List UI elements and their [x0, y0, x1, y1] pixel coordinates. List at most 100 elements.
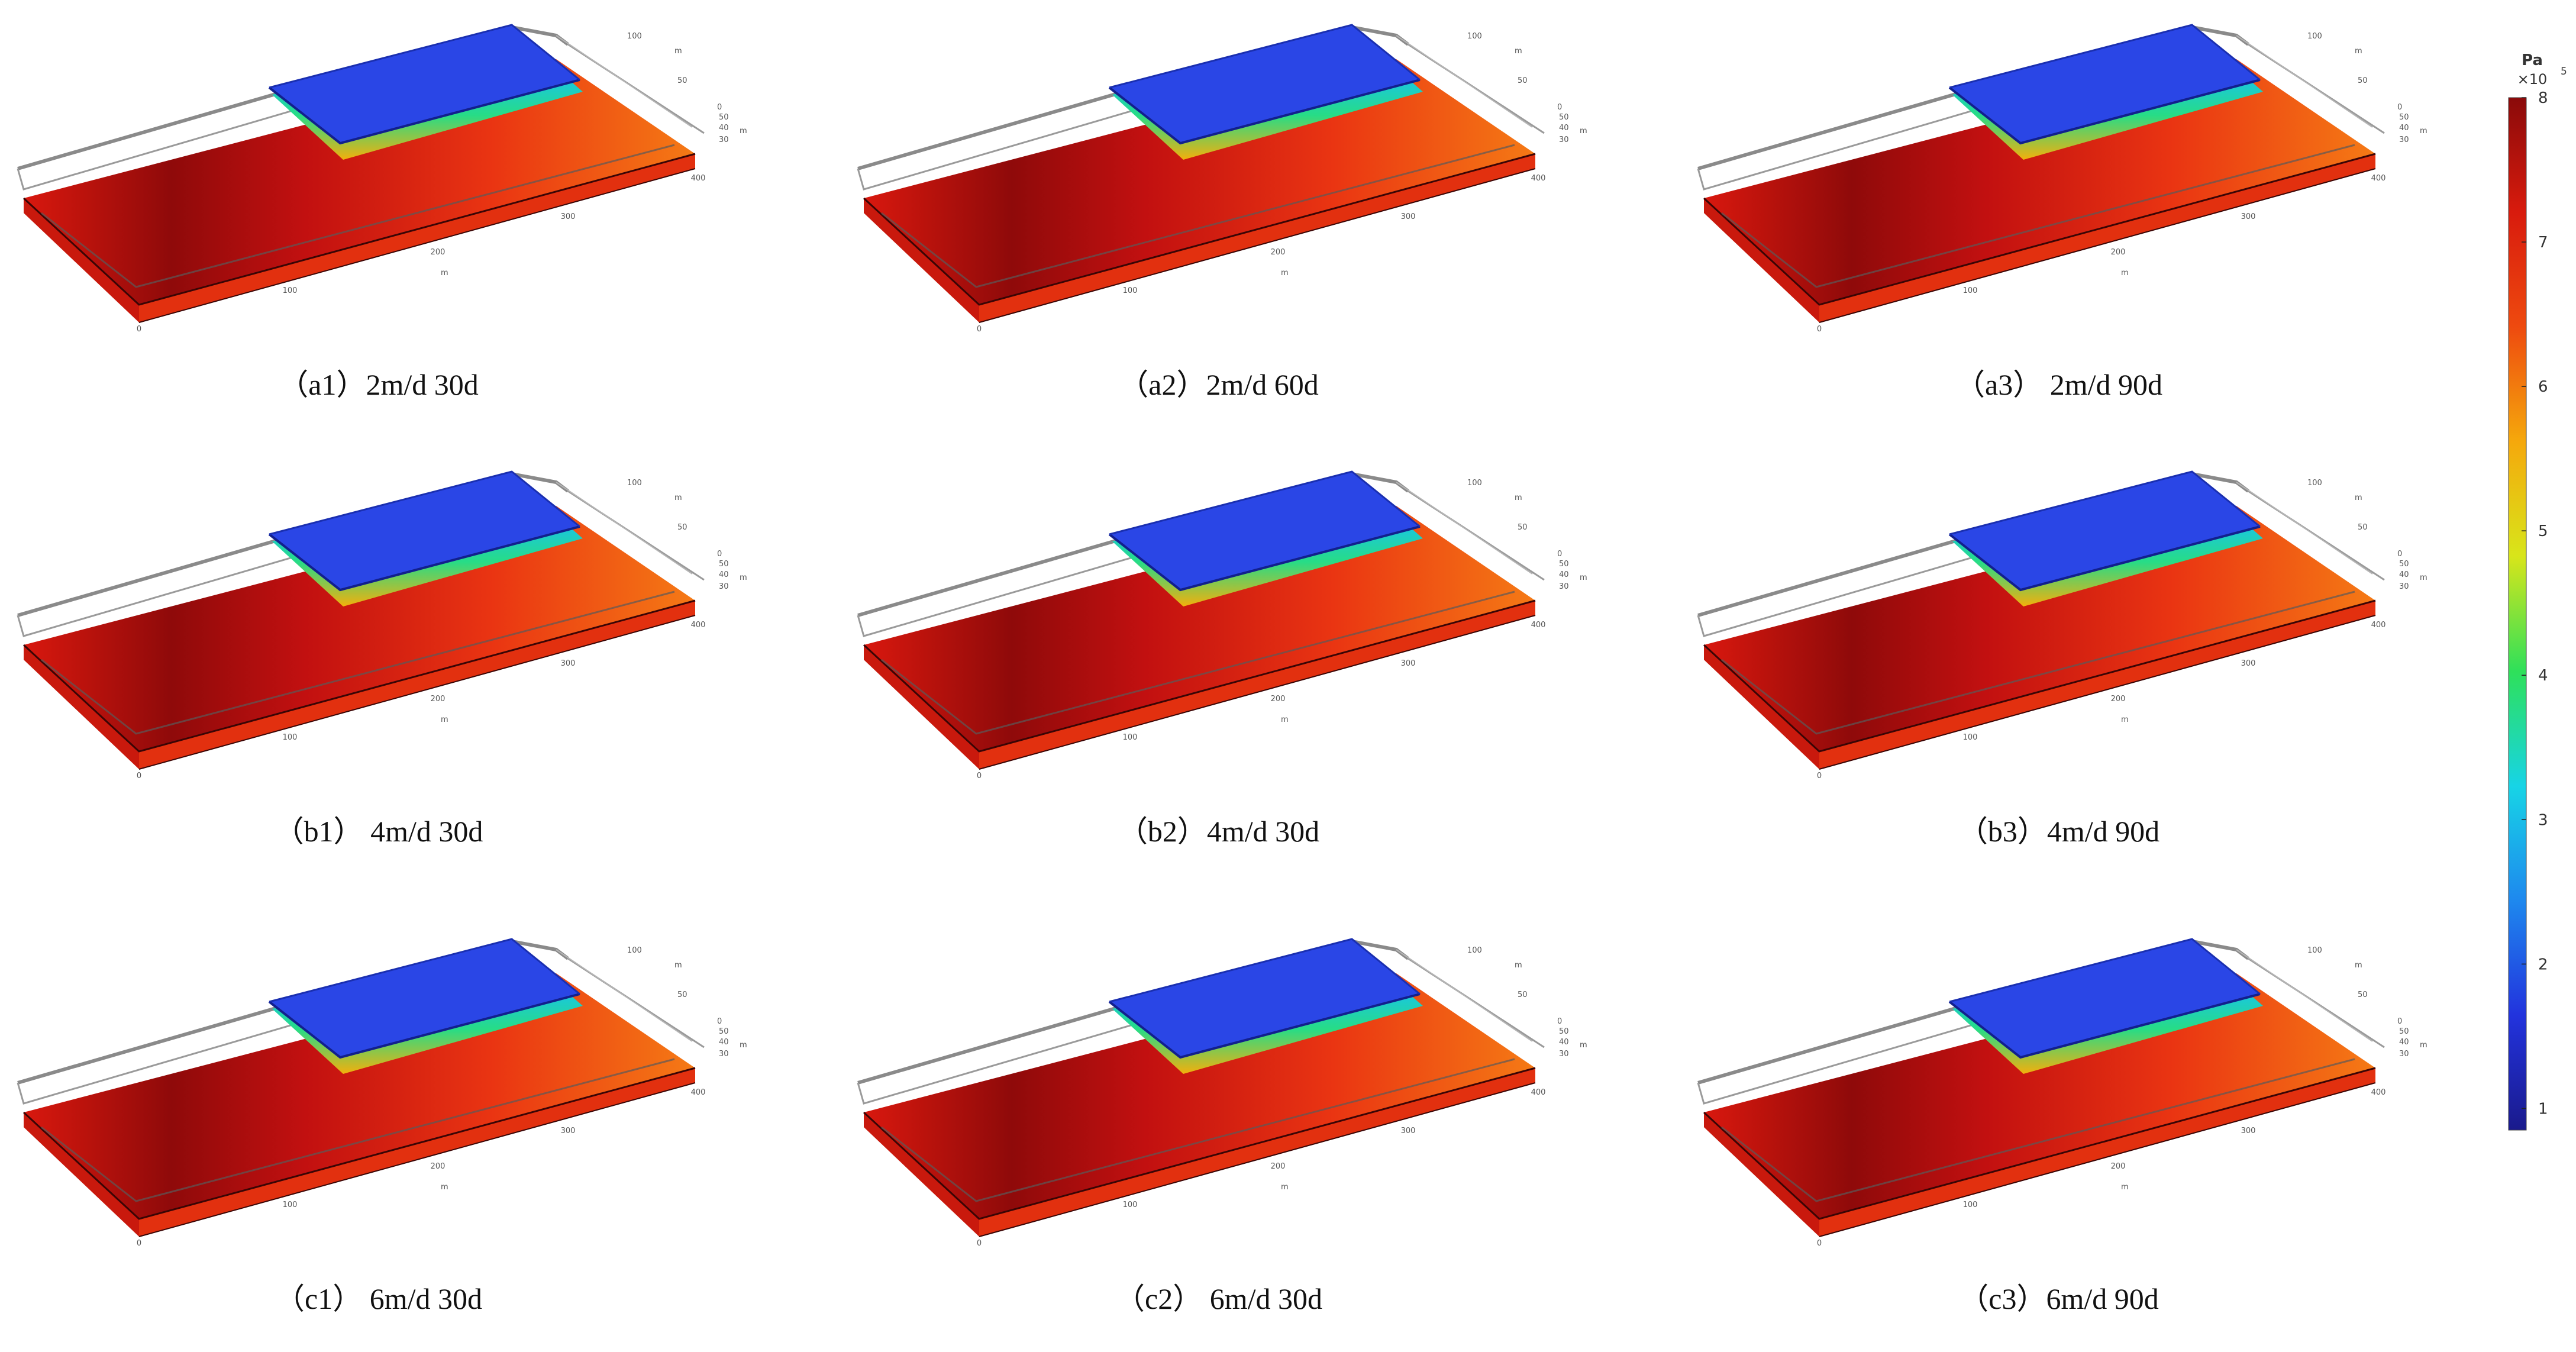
x-tick-label: 200 — [431, 695, 446, 704]
colorbar-tick-label: 3 — [2538, 811, 2548, 829]
x-unit-label: m — [2121, 715, 2129, 724]
z-tick-label: 30 — [719, 582, 729, 591]
domain-slab-side — [1704, 645, 1819, 769]
x-tick-label: 400 — [691, 621, 706, 630]
x-tick-label: 400 — [1531, 174, 1546, 183]
x-unit-label: m — [441, 1183, 448, 1192]
panel-caption: （c2） 6m/d 30d — [1115, 1282, 1322, 1315]
domain-slab-top — [864, 59, 1535, 305]
x-tick-label: 200 — [1271, 695, 1286, 704]
y-unit-label: m — [2355, 493, 2362, 502]
panel-caption: （b1） 4m/d 30d — [274, 815, 483, 848]
x-tick-label: 200 — [2111, 248, 2126, 257]
x-tick-label: 100 — [1963, 733, 1978, 742]
z-tick-label: 40 — [2399, 124, 2409, 133]
panel-caption: （b2）4m/d 30d — [1118, 815, 1320, 848]
x-tick-label: 100 — [283, 1201, 298, 1209]
z-tick-label: 30 — [719, 135, 729, 144]
y-tick-label: 100 — [627, 479, 642, 488]
x-tick-label: 200 — [1271, 248, 1286, 257]
colorbar-unit: Pa — [2522, 51, 2543, 69]
domain-slab-top — [24, 973, 695, 1219]
y-unit-label: m — [674, 961, 682, 970]
x-tick-label: 400 — [1531, 1088, 1546, 1097]
excavation-pit-top — [1949, 472, 2260, 590]
z-tick-label: 40 — [1559, 124, 1569, 133]
x-tick-label: 300 — [2241, 659, 2256, 668]
x-unit-label: m — [1281, 1183, 1289, 1192]
x-tick-label: 200 — [2111, 695, 2126, 704]
z-tick-label: 0 — [717, 103, 722, 112]
x-unit-label: m — [441, 715, 448, 724]
z-unit-label: m — [1580, 127, 1587, 135]
excavation-pit-top — [1949, 939, 2260, 1057]
domain-slab-side — [864, 645, 979, 769]
domain-slab-side — [24, 645, 139, 769]
x-tick-label: 400 — [691, 1088, 706, 1097]
model-panel: 0 100 200 300 400 m 50 100 m 30 40 50 0 m （c2） 6m/d 30… — [840, 926, 1597, 1352]
model-panel: 0 100 200 300 400 m 50 100 m 30 40 50 0 m （a3） 2m/d 90… — [1680, 12, 2438, 438]
domain-slab-top — [1704, 59, 2375, 305]
domain-slab-top — [864, 506, 1535, 751]
x-unit-label: m — [1281, 269, 1289, 278]
z-tick-label: 40 — [719, 570, 729, 579]
y-tick-label: 50 — [677, 76, 687, 85]
x-tick-label: 200 — [2111, 1162, 2126, 1171]
excavation-pit-top — [1949, 25, 2260, 143]
panel-caption: （b3）4m/d 90d — [1958, 815, 2160, 848]
z-tick-label: 50 — [2399, 1027, 2409, 1036]
y-tick-label: 100 — [2307, 32, 2322, 41]
x-tick-label: 400 — [2371, 621, 2386, 630]
z-unit-label: m — [740, 1041, 747, 1050]
y-unit-label: m — [2355, 47, 2362, 56]
excavation-pit-top — [1109, 939, 1420, 1057]
colorbar-tick-label: 8 — [2538, 89, 2548, 107]
excavation-pit-top — [1109, 25, 1420, 143]
x-tick-label: 300 — [1401, 212, 1416, 221]
x-tick-label: 200 — [1271, 1162, 1286, 1171]
y-tick-label: 100 — [2307, 946, 2322, 955]
domain-slab-front — [139, 601, 695, 769]
z-tick-label: 50 — [2399, 113, 2409, 122]
z-tick-label: 50 — [719, 113, 729, 122]
x-tick-label: 100 — [1123, 733, 1138, 742]
z-tick-label: 50 — [1559, 113, 1569, 122]
z-tick-label: 40 — [719, 124, 729, 133]
colorbar-legend: Pa ×10 5 8 7 6 5 4 3 2 1 — [2508, 36, 2574, 1219]
y-tick-label: 50 — [2358, 76, 2368, 85]
z-tick-label: 30 — [719, 1050, 729, 1059]
x-tick-label: 300 — [2241, 212, 2256, 221]
x-tick-label: 300 — [561, 1127, 576, 1135]
y-tick-label: 100 — [1467, 946, 1482, 955]
x-tick-label: 300 — [561, 212, 576, 221]
z-unit-label: m — [2420, 1041, 2427, 1050]
x-tick-label: 300 — [561, 659, 576, 668]
z-tick-label: 0 — [2397, 103, 2402, 112]
panel-caption: （c1） 6m/d 30d — [275, 1282, 482, 1315]
domain-slab-front — [1819, 154, 2375, 322]
x-tick-label: 200 — [431, 248, 446, 257]
domain-slab-top — [1704, 973, 2375, 1219]
x-tick-label: 300 — [1401, 659, 1416, 668]
domain-slab-top — [24, 59, 695, 305]
domain-slab-top — [1704, 506, 2375, 751]
z-tick-label: 0 — [2397, 1017, 2402, 1026]
y-unit-label: m — [2355, 961, 2362, 970]
excavation-pit-top — [269, 25, 580, 143]
z-tick-label: 50 — [1559, 560, 1569, 569]
y-unit-label: m — [674, 47, 682, 56]
z-tick-label: 0 — [1557, 550, 1562, 559]
z-tick-label: 30 — [2399, 1050, 2409, 1059]
domain-slab-front — [979, 601, 1535, 769]
z-unit-label: m — [1580, 1041, 1587, 1050]
excavation-pit-top — [269, 939, 580, 1057]
domain-slab-side — [864, 198, 979, 322]
y-unit-label: m — [1515, 961, 1522, 970]
z-unit-label: m — [740, 573, 747, 582]
y-unit-label: m — [1515, 47, 1522, 56]
domain-slab-top — [864, 973, 1535, 1219]
x-tick-label: 400 — [2371, 174, 2386, 183]
